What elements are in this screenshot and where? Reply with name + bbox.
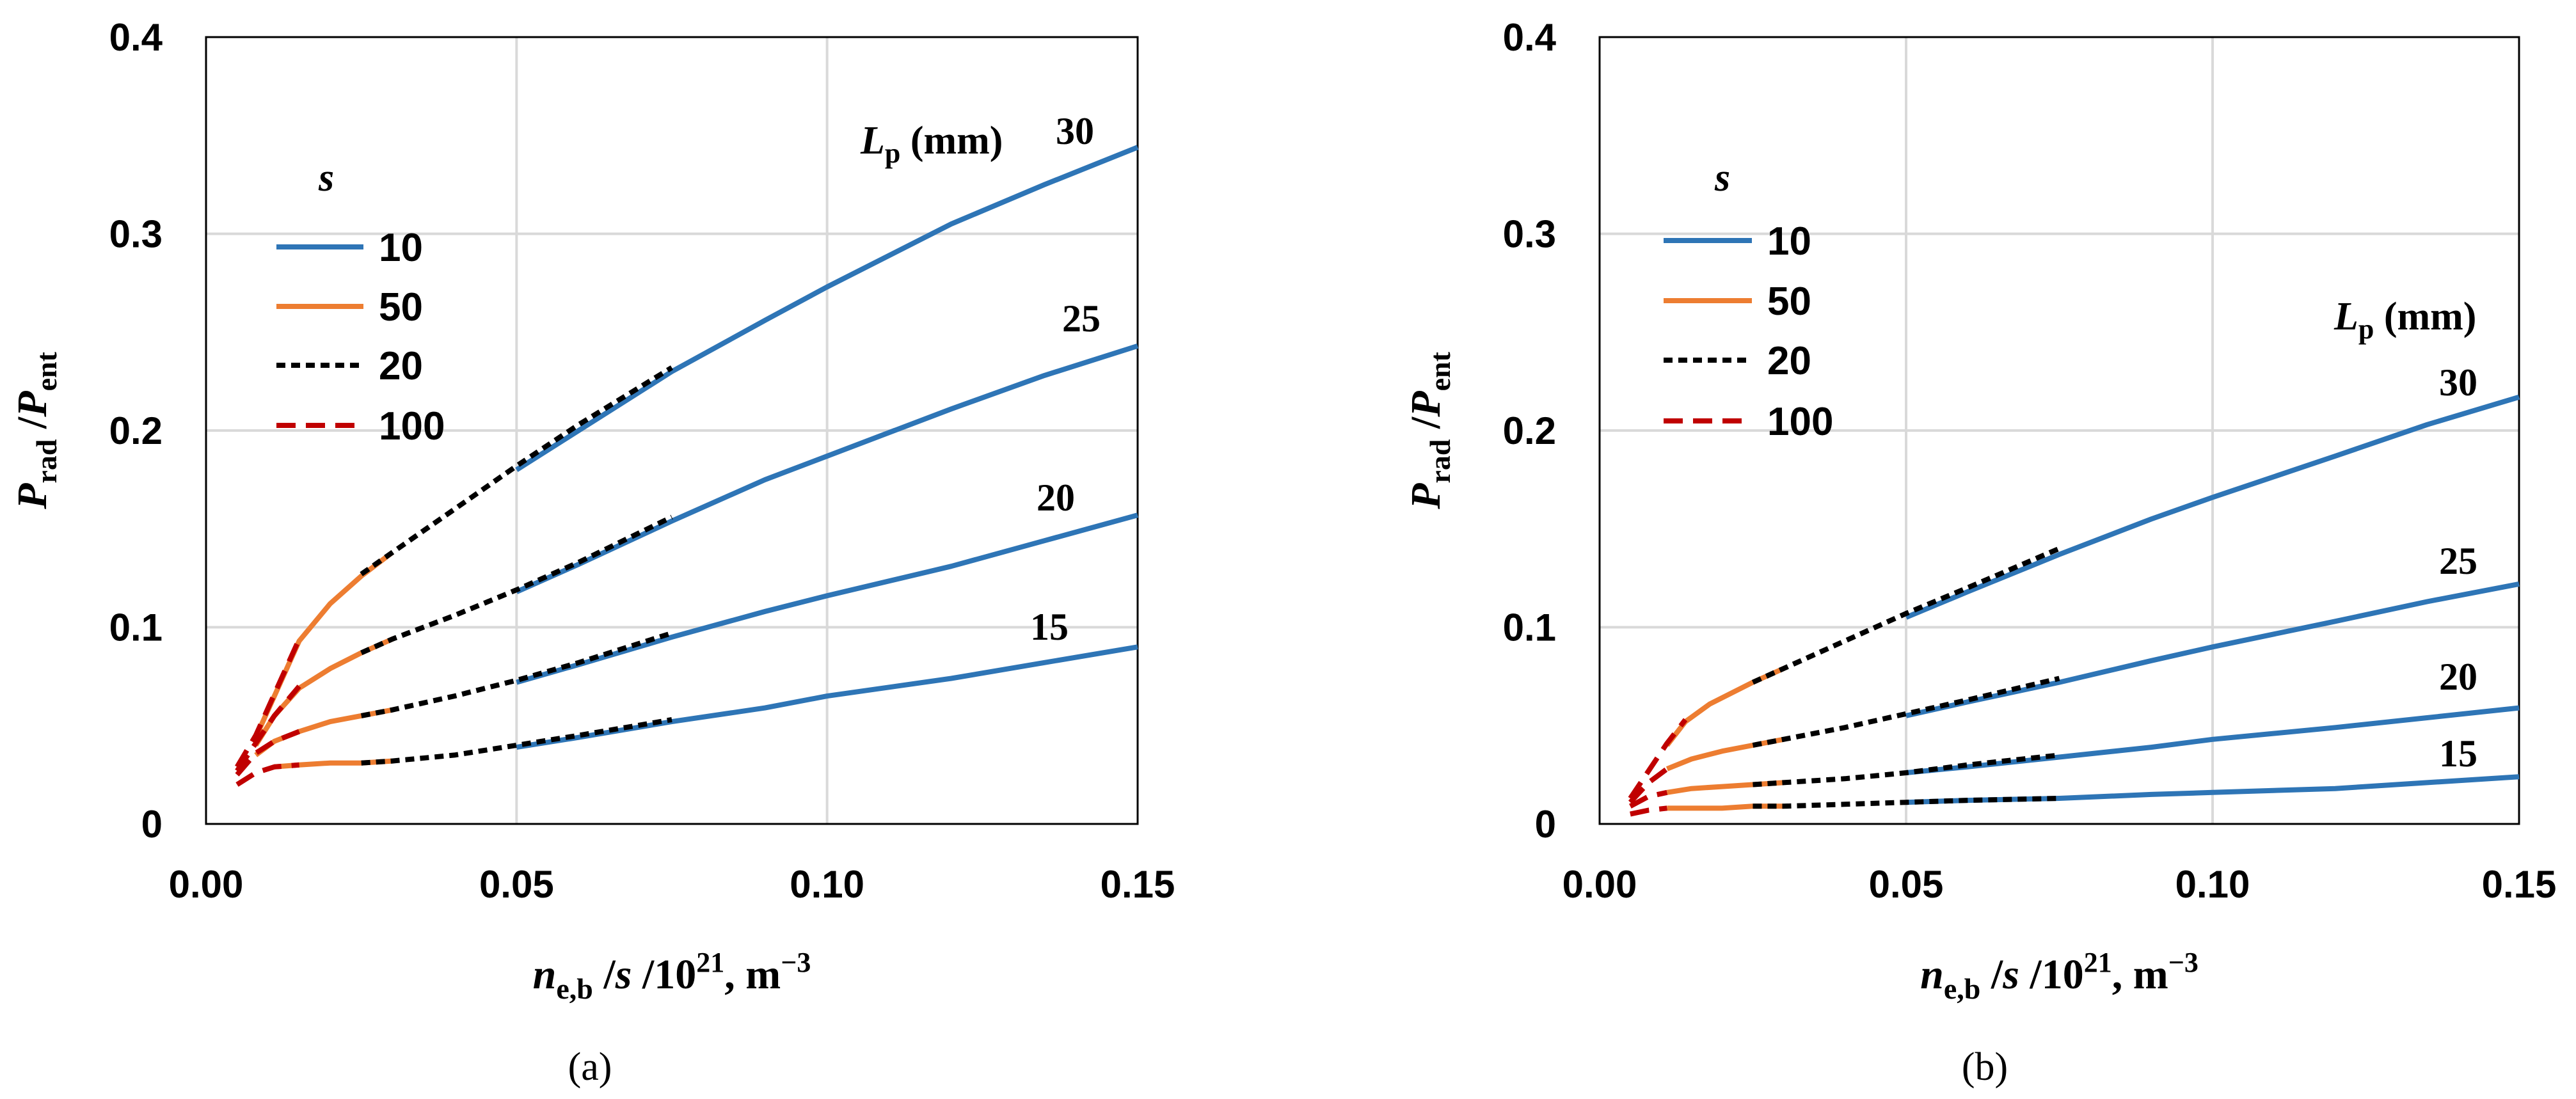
x-tick-label: 0.05 xyxy=(479,863,554,906)
y-tick-label: 0.4 xyxy=(1503,16,1557,59)
series-line-s100-lp15 xyxy=(235,762,299,787)
series-line-s100-lp25 xyxy=(1628,766,1669,804)
y-axis-label: Prad /Pent xyxy=(9,351,63,510)
curve-label-lp15: 15 xyxy=(2439,732,2477,775)
y-tick-label: 0.2 xyxy=(109,409,163,452)
series-line-s20-lp20 xyxy=(1753,752,2060,787)
y-tick-label: 0.4 xyxy=(109,16,163,59)
legend-label-100: 100 xyxy=(1767,400,1833,444)
series-line-s20-lp25 xyxy=(360,514,673,656)
legend-label-20: 20 xyxy=(1767,339,1811,383)
legend-title: s xyxy=(318,156,334,200)
legend-label-50: 50 xyxy=(1767,280,1811,324)
legend-label-10: 10 xyxy=(1767,219,1811,264)
series-line-s100-lp15 xyxy=(1630,805,1667,817)
y-axis-label: Prad /Pent xyxy=(1403,351,1456,510)
x-tick-label: 0.10 xyxy=(790,863,864,906)
series-line-s10-lp15 xyxy=(516,644,1138,750)
legend-label-50: 50 xyxy=(379,285,423,329)
series-line-s20-lp15 xyxy=(1753,796,2060,809)
series-line-s20-lp25 xyxy=(1752,676,2060,748)
series-line-s10-lp15 xyxy=(1905,774,2520,805)
y-tick-label: 0 xyxy=(141,803,163,846)
series-line-s10-lp30 xyxy=(515,145,1139,472)
plot-frame xyxy=(1598,36,2520,825)
panel-label: (a) xyxy=(568,1045,612,1089)
curve-label-lp25: 25 xyxy=(2439,540,2477,582)
lp-header-label: Lp (mm) xyxy=(2334,295,2476,345)
series-line-s100-lp30 xyxy=(235,638,302,768)
series-line-s50-lp20 xyxy=(1666,780,1784,795)
x-axis-label: ne,b /s /1021, m−3 xyxy=(1920,947,2198,1005)
y-tick-label: 0.3 xyxy=(1503,213,1556,256)
panel-b: 0 0.1 0.2 0.3 0.4 0.00 0.05 0.10 0.15 30 25 20 15 s 10… xyxy=(1403,16,2556,1089)
series-line-s100-lp20 xyxy=(235,729,301,777)
y-tick-label: 0.1 xyxy=(1503,606,1556,649)
series-line-s10-lp20 xyxy=(1905,705,2520,775)
legend-label-20: 20 xyxy=(379,344,423,388)
series-line-s10-lp30 xyxy=(1905,394,2520,620)
series-line-s50-lp15 xyxy=(1667,803,1784,811)
series-line-s50-lp15 xyxy=(274,758,393,770)
curve-label-lp30: 30 xyxy=(2439,361,2477,404)
x-tick-label: 0.10 xyxy=(2175,863,2250,906)
x-tick-label: 0.05 xyxy=(1869,863,1944,906)
series-line-s20-lp30 xyxy=(1751,546,2061,685)
x-tick-label: 0.00 xyxy=(1562,863,1637,906)
series-line-s50-lp30 xyxy=(1665,666,1785,747)
lp-header-label: Lp (mm) xyxy=(860,119,1003,169)
series-line-s100-lp30 xyxy=(1628,718,1688,800)
series-line-s10-lp25 xyxy=(1905,581,2520,718)
curve-label-lp20: 20 xyxy=(2439,656,2477,698)
panel-a: 0 0.1 0.2 0.3 0.4 0.00 0.05 0.10 0.15 30 25 20 15 s 10… xyxy=(9,16,1175,1089)
series-line-s20-lp30 xyxy=(360,365,674,576)
series-line-s20-lp15 xyxy=(361,717,672,766)
series-line-s100-lp25 xyxy=(235,684,301,773)
x-tick-label: 0.15 xyxy=(1101,863,1175,906)
series-line-s100-lp20 xyxy=(1629,789,1668,809)
series-line-s50-lp25 xyxy=(1666,736,1785,771)
curve-label-lp30: 30 xyxy=(1056,110,1094,152)
plot-frame xyxy=(205,36,1139,825)
curve-label-lp25: 25 xyxy=(1062,297,1101,340)
legend-label-10: 10 xyxy=(379,226,423,270)
x-tick-label: 0.00 xyxy=(169,863,244,906)
curve-label-lp20: 20 xyxy=(1037,477,1075,519)
x-axis-label: ne,b /s /1021, m−3 xyxy=(533,947,811,1005)
legend-title: s xyxy=(1714,156,1730,200)
y-tick-label: 0.1 xyxy=(109,606,163,649)
y-tick-label: 0 xyxy=(1535,803,1556,846)
y-tick-label: 0.3 xyxy=(109,213,163,256)
y-tick-label: 0.2 xyxy=(1503,409,1556,452)
panel-label: (b) xyxy=(1962,1045,2008,1089)
x-tick-label: 0.15 xyxy=(2482,863,2557,906)
legend-label-100: 100 xyxy=(379,404,445,448)
series-line-s20-lp20 xyxy=(360,630,673,718)
curve-label-lp15: 15 xyxy=(1030,606,1069,648)
